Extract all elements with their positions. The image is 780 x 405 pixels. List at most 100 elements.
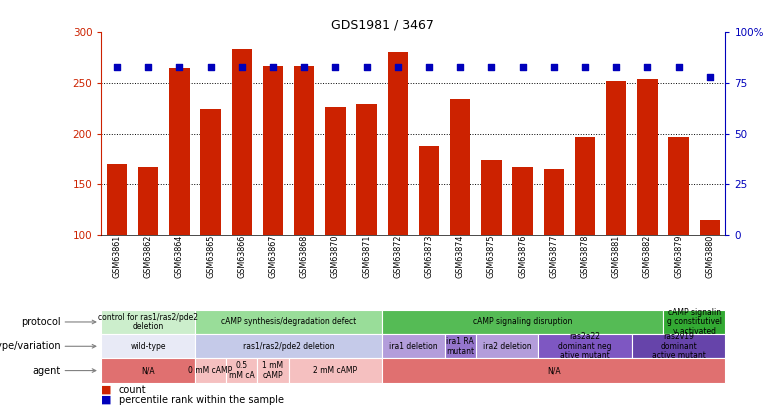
Text: agent: agent — [33, 366, 61, 375]
Text: ■: ■ — [101, 385, 112, 394]
Point — [142, 64, 154, 70]
Point — [548, 64, 560, 70]
Bar — [538, 334, 632, 358]
Text: GSM63873: GSM63873 — [424, 235, 434, 278]
Bar — [450, 99, 470, 235]
Bar — [632, 334, 725, 358]
Bar — [169, 68, 190, 235]
Text: GSM63867: GSM63867 — [268, 235, 278, 278]
Text: 2 mM cAMP: 2 mM cAMP — [314, 366, 357, 375]
Point — [423, 64, 435, 70]
Point — [610, 64, 622, 70]
Bar — [138, 167, 158, 235]
Text: 1 mM
cAMP: 1 mM cAMP — [262, 361, 284, 380]
Bar — [382, 358, 725, 383]
Text: N/A: N/A — [141, 366, 155, 375]
Bar — [101, 358, 195, 383]
Text: GSM63861: GSM63861 — [112, 235, 122, 278]
Bar — [382, 334, 445, 358]
Text: GSM63879: GSM63879 — [674, 235, 683, 278]
Text: GSM63876: GSM63876 — [518, 235, 527, 278]
Bar — [195, 334, 382, 358]
Bar — [289, 358, 382, 383]
Point — [704, 74, 716, 80]
Bar — [481, 160, 502, 235]
Text: percentile rank within the sample: percentile rank within the sample — [119, 395, 284, 405]
Text: genotype/variation: genotype/variation — [0, 341, 61, 351]
Text: GSM63878: GSM63878 — [580, 235, 590, 278]
Text: protocol: protocol — [21, 317, 61, 327]
Text: ■: ■ — [101, 395, 112, 405]
Bar — [388, 51, 408, 235]
Bar — [232, 49, 252, 235]
Text: GSM63862: GSM63862 — [144, 235, 153, 278]
Bar — [512, 167, 533, 235]
Bar — [107, 164, 127, 235]
Text: GSM63864: GSM63864 — [175, 235, 184, 278]
Bar — [606, 81, 626, 235]
Bar — [101, 334, 195, 358]
Text: ira2 deletion: ira2 deletion — [483, 342, 531, 351]
Point — [298, 64, 310, 70]
Text: cAMP signalin
g constitutivel
y activated: cAMP signalin g constitutivel y activate… — [667, 308, 722, 336]
Bar — [476, 334, 538, 358]
Text: ras2a22
dominant neg
ative mutant: ras2a22 dominant neg ative mutant — [558, 332, 612, 360]
Text: 0.5
mM cA: 0.5 mM cA — [229, 361, 255, 380]
Point — [173, 64, 186, 70]
Text: count: count — [119, 385, 146, 394]
Bar — [575, 137, 595, 235]
Text: ira1 deletion: ira1 deletion — [389, 342, 438, 351]
Bar — [544, 169, 564, 235]
Point — [204, 64, 217, 70]
Bar — [668, 137, 689, 235]
Bar — [195, 358, 226, 383]
Bar — [663, 310, 725, 334]
Text: GSM63874: GSM63874 — [456, 235, 465, 278]
Text: 0 mM cAMP: 0 mM cAMP — [189, 366, 232, 375]
Text: cAMP synthesis/degradation defect: cAMP synthesis/degradation defect — [221, 318, 356, 326]
Point — [516, 64, 529, 70]
Bar — [700, 220, 720, 235]
Point — [111, 64, 123, 70]
Point — [641, 64, 654, 70]
Point — [672, 64, 685, 70]
Text: cAMP signaling disruption: cAMP signaling disruption — [473, 318, 573, 326]
Text: GSM63871: GSM63871 — [362, 235, 371, 278]
Text: GSM63870: GSM63870 — [331, 235, 340, 278]
Text: GSM63877: GSM63877 — [549, 235, 558, 278]
Text: GSM63866: GSM63866 — [237, 235, 246, 278]
Point — [360, 64, 373, 70]
Point — [267, 64, 279, 70]
Text: GSM63872: GSM63872 — [393, 235, 402, 278]
Text: GSM63865: GSM63865 — [206, 235, 215, 278]
Text: wild-type: wild-type — [130, 342, 166, 351]
Bar — [195, 310, 382, 334]
Bar — [226, 358, 257, 383]
Point — [454, 64, 466, 70]
Bar — [356, 104, 377, 235]
Point — [485, 64, 498, 70]
Bar — [382, 310, 663, 334]
Bar — [637, 79, 658, 235]
Point — [392, 64, 404, 70]
Text: GSM63875: GSM63875 — [487, 235, 496, 278]
Text: ras1/ras2/pde2 deletion: ras1/ras2/pde2 deletion — [243, 342, 335, 351]
Text: ras2v19
dominant
active mutant: ras2v19 dominant active mutant — [651, 332, 706, 360]
Bar — [325, 107, 346, 235]
Bar — [257, 358, 289, 383]
Text: N/A: N/A — [547, 366, 561, 375]
Text: GSM63881: GSM63881 — [612, 235, 621, 278]
Title: GDS1981 / 3467: GDS1981 / 3467 — [331, 18, 434, 31]
Point — [329, 64, 342, 70]
Text: control for ras1/ras2/pde2
deletion: control for ras1/ras2/pde2 deletion — [98, 313, 198, 331]
Point — [579, 64, 591, 70]
Bar — [445, 334, 476, 358]
Bar — [263, 66, 283, 235]
Text: GSM63880: GSM63880 — [705, 235, 714, 278]
Text: ira1 RA
mutant: ira1 RA mutant — [446, 337, 474, 356]
Bar — [101, 310, 195, 334]
Bar — [419, 146, 439, 235]
Point — [236, 64, 248, 70]
Bar — [200, 109, 221, 235]
Bar — [294, 66, 314, 235]
